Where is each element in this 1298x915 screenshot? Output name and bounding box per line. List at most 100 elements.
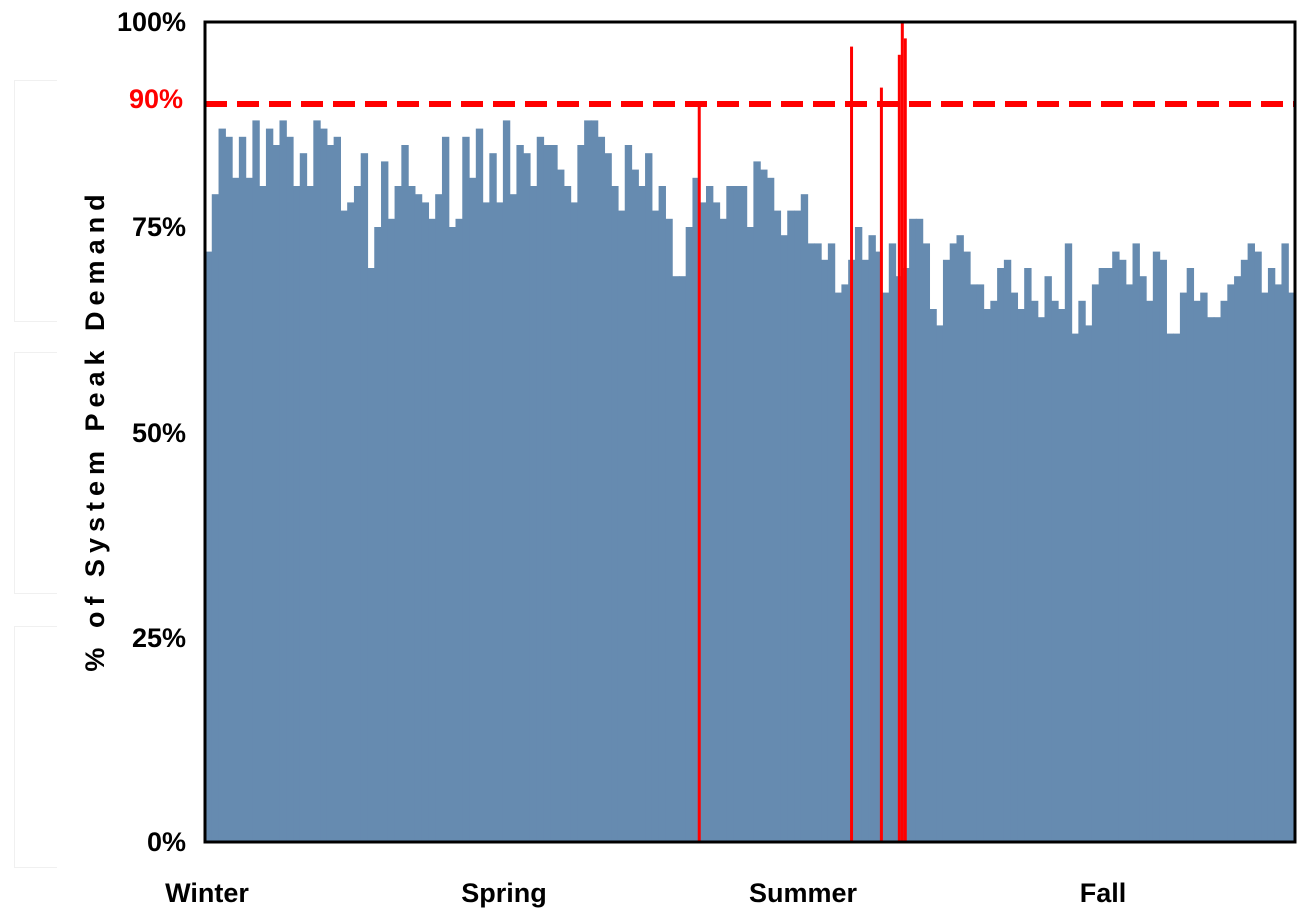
demand-bar: [1274, 284, 1283, 842]
demand-bar: [841, 284, 849, 842]
demand-bar: [651, 210, 660, 843]
demand-bar: [570, 202, 578, 842]
demand-bar: [699, 202, 707, 842]
demand-bar: [631, 169, 639, 843]
demand-bar: [597, 136, 606, 843]
demand-bar: [963, 251, 971, 843]
demand-bar: [1078, 300, 1086, 842]
demand-bar: [286, 136, 294, 843]
demand-bar: [942, 259, 951, 842]
demand-bar: [435, 194, 443, 842]
demand-bar: [1159, 259, 1167, 842]
demand-bar: [225, 136, 233, 843]
y-tick-label: 50%: [132, 418, 186, 448]
demand-bar: [1281, 243, 1289, 842]
demand-bar: [360, 153, 369, 842]
demand-bar: [1139, 276, 1147, 842]
demand-bar: [414, 194, 423, 842]
decorative-frame: [14, 80, 57, 322]
demand-bar: [854, 227, 863, 842]
demand-bar: [1179, 292, 1188, 843]
demand-bar: [685, 227, 694, 842]
demand-bar: [678, 276, 687, 842]
demand-bar: [611, 186, 619, 842]
demand-bar: [496, 202, 504, 842]
demand-bar: [469, 177, 477, 843]
demand-bar: [665, 218, 673, 843]
demand-bar: [306, 186, 314, 842]
demand-bar: [624, 145, 633, 842]
demand-bar: [1227, 284, 1235, 842]
demand-bar: [232, 177, 240, 843]
demand-bar: [367, 268, 375, 842]
demand-bar: [211, 194, 220, 842]
demand-bar: [326, 145, 335, 842]
demand-bar: [1234, 276, 1242, 842]
demand-bar: [1288, 292, 1296, 843]
demand-bar: [272, 145, 281, 842]
demand-bar: [692, 177, 700, 843]
y-axis-title: % of System Peak Demand: [80, 188, 110, 671]
decorative-frame: [14, 352, 57, 594]
demand-bar: [827, 243, 836, 842]
demand-bar: [462, 136, 470, 843]
demand-bar: [1058, 309, 1066, 842]
demand-bar: [1017, 309, 1025, 842]
demand-bar: [1091, 284, 1100, 842]
demand-bar: [868, 235, 876, 842]
demand-bar: [293, 186, 301, 842]
peak-demand-bar: [879, 87, 883, 843]
demand-bar: [387, 218, 396, 843]
demand-bar: [482, 202, 490, 842]
y-tick-label: 75%: [132, 212, 186, 242]
demand-bar: [821, 259, 829, 842]
demand-bar: [760, 169, 768, 843]
demand-bar: [766, 177, 775, 843]
peak-demand-bar: [897, 54, 901, 843]
demand-bar: [807, 243, 815, 842]
demand-bar: [259, 186, 267, 842]
demand-bar: [536, 136, 545, 843]
demand-bar: [1118, 259, 1127, 842]
demand-bar: [1193, 300, 1201, 842]
demand-bar: [529, 186, 538, 842]
demand-bar: [1064, 243, 1073, 842]
demand-bar: [590, 120, 599, 842]
demand-bar: [1261, 292, 1269, 843]
demand-bar: [489, 153, 497, 842]
demand-bar: [1105, 268, 1113, 842]
demand-bar: [604, 153, 612, 842]
demand-bar: [1024, 268, 1032, 842]
demand-bar: [800, 194, 809, 842]
demand-bar: [861, 259, 870, 842]
demand-bar: [1010, 292, 1019, 843]
y-tick-label: 25%: [132, 623, 186, 653]
demand-bar: [1240, 259, 1249, 842]
demand-bar: [936, 325, 944, 842]
demand-bar: [1247, 243, 1255, 842]
demand-bar: [374, 227, 382, 842]
x-label-spring: Spring: [461, 878, 547, 908]
demand-bar: [976, 284, 985, 842]
x-label-fall: Fall: [1080, 878, 1127, 908]
peak-demand-bar: [850, 46, 854, 843]
demand-bar: [245, 177, 253, 843]
demand-bar: [645, 153, 653, 842]
demand-bar: [875, 251, 883, 843]
demand-bar: [617, 210, 626, 843]
demand-bar: [1037, 317, 1046, 842]
threshold-label: 90%: [129, 84, 183, 114]
demand-bar: [279, 120, 287, 842]
peak-bars: [697, 22, 907, 843]
demand-bar: [739, 186, 748, 842]
demand-bar: [970, 284, 978, 842]
demand-bar: [882, 292, 890, 843]
demand-bar: [502, 120, 511, 842]
demand-bar: [313, 120, 321, 842]
demand-bar: [1206, 317, 1215, 842]
demand-bar: [1132, 243, 1140, 842]
demand-bar: [218, 128, 226, 843]
demand-bar: [550, 145, 558, 842]
demand-bar: [381, 161, 389, 842]
